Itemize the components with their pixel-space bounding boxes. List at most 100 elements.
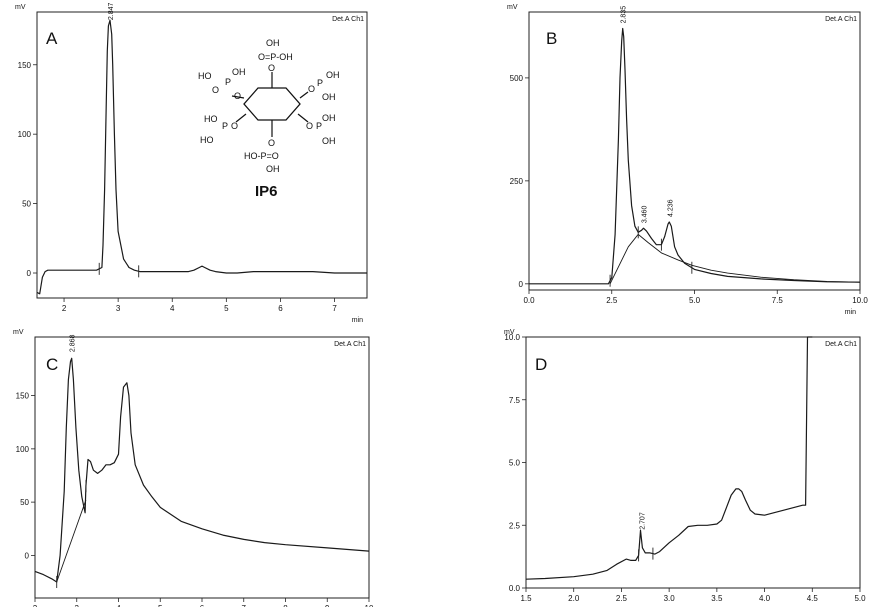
series-line — [56, 499, 87, 583]
atom-label: O — [234, 91, 241, 101]
atom-label: OH — [266, 38, 280, 48]
atom-label: OH — [322, 113, 336, 123]
x-tick-label: 1.5 — [520, 594, 532, 603]
peak-label: 2.847 — [108, 2, 115, 20]
y-tick-label: 500 — [510, 74, 524, 83]
atom-label: P — [222, 121, 228, 131]
y-tick-label: 0 — [25, 551, 30, 560]
y-axis-label: mV — [13, 329, 24, 336]
bond — [297, 113, 309, 123]
atom-label: O — [268, 138, 275, 148]
plot-frame — [36, 11, 368, 299]
channel-label: Det.A Ch1 — [825, 341, 857, 348]
y-axis-label: mV — [504, 329, 515, 336]
y-tick-label: 5.0 — [509, 459, 521, 468]
panel-letter: C — [46, 355, 58, 374]
atom-label: O=P-OH — [258, 52, 293, 62]
series-line — [525, 336, 813, 580]
atom-label: P — [316, 121, 322, 131]
chromatogram-panel-a: 2 3 4 5 6 7 0 50 100 150 mV min Det.A Ch1 A 2.847 — [15, 2, 368, 324]
x-tick-label: 7.5 — [772, 296, 784, 305]
x-tick-label: 5 — [224, 304, 229, 313]
x-tick-label: 7 — [332, 304, 337, 313]
y-tick-label: 2.5 — [509, 521, 521, 530]
atom-label: HO — [198, 71, 212, 81]
y-tick-label: 7.5 — [509, 396, 521, 405]
atom-label: O — [268, 63, 275, 73]
x-axis-label: min — [352, 317, 363, 324]
chromatogram-panel-d: 1.5 2.0 2.5 3.0 3.5 4.0 4.5 5.0 0.0 2.5 5.0 7.5 10.0… — [504, 329, 866, 603]
atom-label: P — [225, 77, 231, 87]
atom-label: P — [317, 78, 323, 88]
x-tick-label: 10 — [365, 604, 374, 607]
atom-label: HO-P=O — [244, 151, 279, 161]
chromatogram-panel-b: 0.0 2.5 5.0 7.5 10.0 0 250 500 mV min Det.A Ch1 B 2.… — [507, 4, 868, 316]
atom-label: HO — [204, 114, 218, 124]
bond — [235, 113, 247, 123]
x-tick-label: 10.0 — [852, 296, 868, 305]
series-line — [529, 27, 861, 285]
atom-label: OH — [326, 70, 340, 80]
series-line — [36, 19, 367, 295]
x-tick-label: 3.0 — [664, 594, 676, 603]
y-tick-label: 0 — [27, 269, 32, 278]
plot-frame — [34, 336, 370, 599]
series-line — [34, 357, 370, 583]
x-tick-label: 5.0 — [689, 296, 701, 305]
cyclohexane-ring — [243, 87, 301, 121]
atom-label: O — [212, 85, 219, 95]
atom-label: OH — [266, 164, 280, 174]
peak-label: 4.236 — [667, 199, 674, 217]
y-tick-label: 100 — [18, 130, 32, 139]
x-tick-label: 5.0 — [854, 594, 866, 603]
structure-name: IP6 — [255, 183, 278, 200]
y-tick-label: 0.0 — [509, 584, 521, 593]
peak-label: 2.868 — [69, 334, 76, 352]
channel-label: Det.A Ch1 — [334, 341, 366, 348]
x-tick-label: 2.0 — [568, 594, 580, 603]
y-tick-label: 50 — [20, 498, 29, 507]
x-tick-label: 2.5 — [616, 594, 628, 603]
y-axis-label: mV — [507, 4, 518, 11]
x-tick-label: 4.5 — [807, 594, 819, 603]
atom-label: O — [308, 84, 315, 94]
atom-label: OH — [232, 67, 246, 77]
panel-letter: A — [46, 29, 58, 48]
x-tick-label: 5 — [158, 604, 163, 607]
channel-label: Det.A Ch1 — [825, 16, 857, 23]
x-tick-label: 3 — [75, 604, 80, 607]
x-tick-label: 8 — [283, 604, 288, 607]
y-axis-label: mV — [15, 4, 26, 11]
atom-label: OH — [322, 136, 336, 146]
x-tick-label: 4 — [170, 304, 175, 313]
x-tick-label: 2 — [62, 304, 67, 313]
x-tick-label: 6 — [200, 604, 205, 607]
x-tick-label: 2.5 — [606, 296, 618, 305]
x-tick-label: 0.0 — [523, 296, 535, 305]
y-tick-label: 250 — [510, 177, 524, 186]
y-tick-label: 10.0 — [504, 333, 520, 342]
x-tick-label: 6 — [278, 304, 283, 313]
x-tick-label: 3.5 — [711, 594, 723, 603]
ip6-structure-diagram: OH O=P-OH O HO OH O P O O P OH OH HO P O… — [198, 38, 340, 200]
plot-frame — [528, 11, 861, 291]
bond — [299, 91, 309, 99]
x-tick-label: 4.0 — [759, 594, 771, 603]
y-tick-label: 100 — [16, 445, 30, 454]
x-axis-label: min — [845, 309, 856, 316]
x-tick-label: 4 — [116, 604, 121, 607]
atom-label: O — [306, 121, 313, 131]
atom-label: OH — [322, 92, 336, 102]
y-tick-label: 0 — [519, 280, 524, 289]
peak-label: 2.835 — [621, 6, 628, 24]
panel-letter: B — [546, 29, 557, 48]
atom-label: HO — [200, 135, 214, 145]
y-tick-label: 150 — [18, 61, 32, 70]
atom-label: O — [231, 121, 238, 131]
bond — [231, 95, 245, 99]
panel-letter: D — [535, 355, 547, 374]
peak-label: 3.460 — [642, 206, 649, 224]
peak-label: 2.707 — [639, 512, 646, 530]
